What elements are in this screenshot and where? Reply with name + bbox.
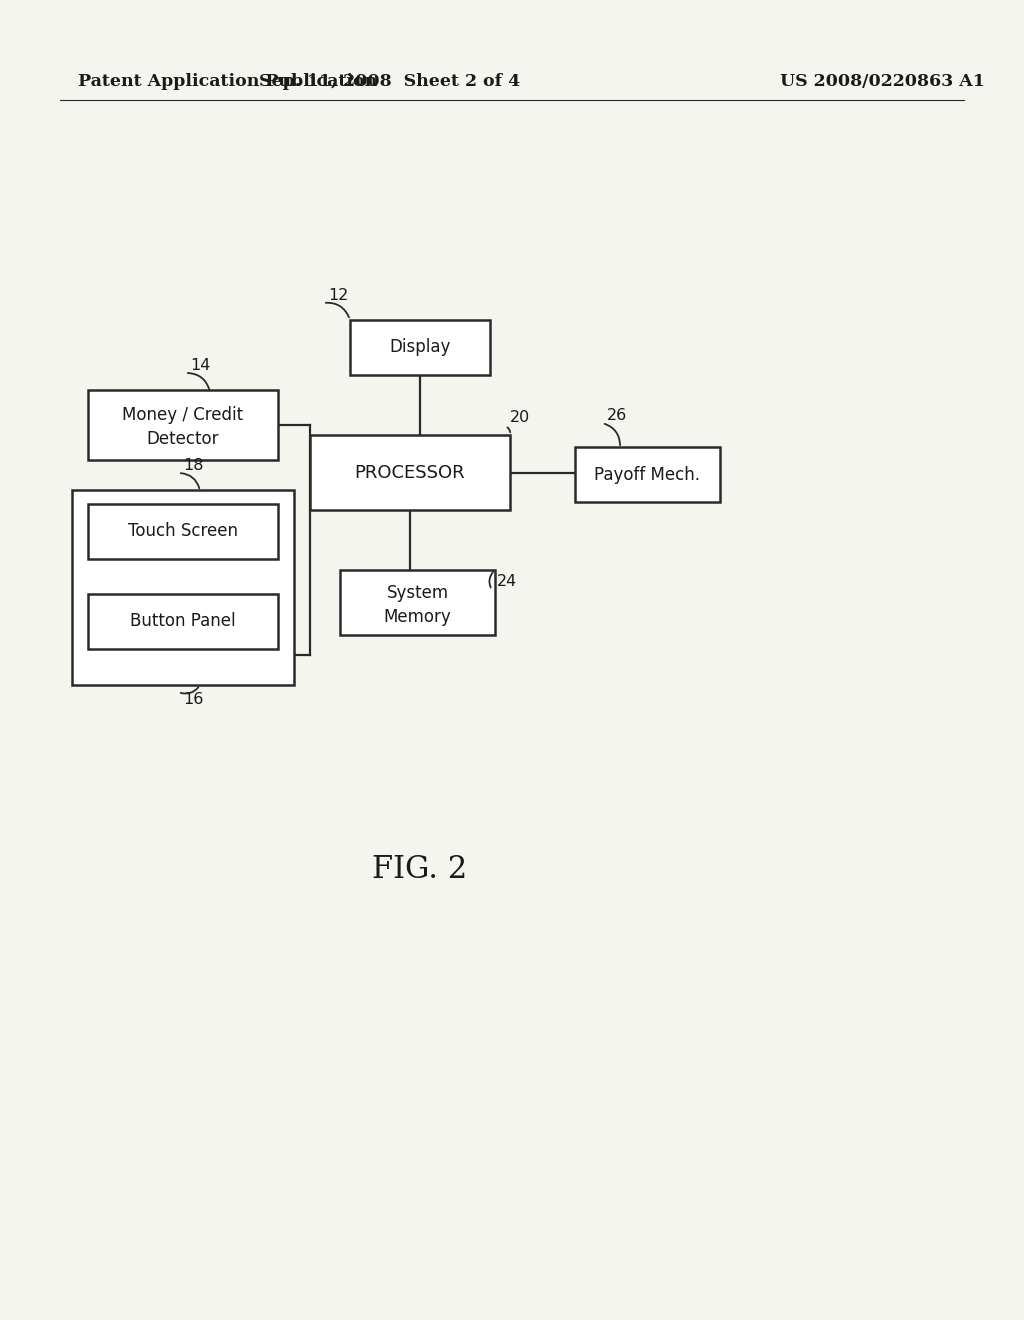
Bar bbox=[575, 447, 720, 502]
Bar bbox=[88, 504, 278, 558]
Text: Sep. 11, 2008  Sheet 2 of 4: Sep. 11, 2008 Sheet 2 of 4 bbox=[259, 74, 520, 91]
Text: Button Panel: Button Panel bbox=[130, 612, 236, 631]
Text: 14: 14 bbox=[190, 358, 210, 372]
Bar bbox=[310, 436, 510, 510]
Text: 18: 18 bbox=[183, 458, 204, 473]
Bar bbox=[350, 319, 490, 375]
Text: Money / Credit: Money / Credit bbox=[123, 407, 244, 424]
Text: Display: Display bbox=[389, 338, 451, 356]
Text: Memory: Memory bbox=[384, 607, 452, 626]
Text: 12: 12 bbox=[328, 288, 348, 302]
Text: Payoff Mech.: Payoff Mech. bbox=[595, 466, 700, 483]
Text: 16: 16 bbox=[183, 693, 204, 708]
Text: FIG. 2: FIG. 2 bbox=[373, 854, 468, 886]
Bar bbox=[88, 389, 278, 459]
Text: 24: 24 bbox=[497, 574, 517, 590]
Bar bbox=[340, 570, 495, 635]
Text: Patent Application Publication: Patent Application Publication bbox=[78, 74, 377, 91]
Bar bbox=[88, 594, 278, 649]
Text: Detector: Detector bbox=[146, 430, 219, 447]
Text: 20: 20 bbox=[510, 411, 530, 425]
Text: System: System bbox=[386, 583, 449, 602]
Text: PROCESSOR: PROCESSOR bbox=[354, 463, 465, 482]
Text: 26: 26 bbox=[607, 408, 628, 422]
Bar bbox=[72, 490, 294, 685]
Text: US 2008/0220863 A1: US 2008/0220863 A1 bbox=[780, 74, 985, 91]
Text: Touch Screen: Touch Screen bbox=[128, 523, 238, 540]
